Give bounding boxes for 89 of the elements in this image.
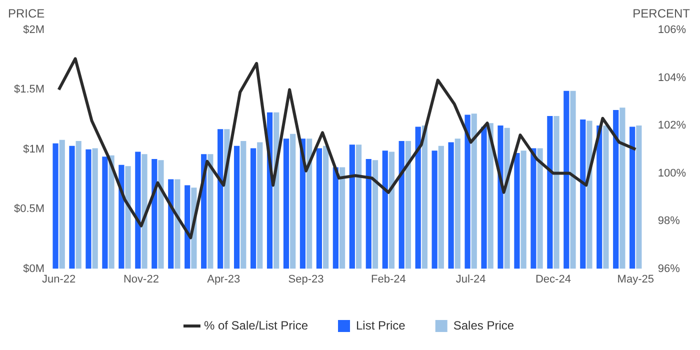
bar bbox=[208, 154, 214, 269]
bar bbox=[415, 126, 421, 269]
bar bbox=[92, 148, 98, 269]
bar bbox=[349, 144, 355, 269]
bar bbox=[184, 185, 190, 269]
bar bbox=[76, 141, 82, 269]
bar bbox=[580, 120, 586, 269]
bar bbox=[448, 142, 454, 269]
bar bbox=[69, 146, 75, 269]
bar bbox=[322, 146, 329, 269]
bar bbox=[454, 138, 460, 269]
bar bbox=[102, 156, 108, 269]
y-tick-label: $2M bbox=[23, 24, 45, 36]
bar bbox=[481, 126, 487, 269]
bar bbox=[432, 150, 438, 269]
bar bbox=[603, 126, 609, 269]
y2-tick-label: 104% bbox=[658, 72, 686, 84]
bar bbox=[283, 138, 290, 269]
bar bbox=[530, 148, 536, 269]
bar bbox=[250, 148, 256, 269]
bar bbox=[118, 164, 124, 269]
y2-tick-label: 98% bbox=[658, 215, 680, 228]
bar bbox=[586, 120, 592, 269]
bar bbox=[471, 114, 477, 269]
bar bbox=[306, 138, 312, 269]
y2-tick-label: 100% bbox=[658, 167, 686, 180]
bar bbox=[438, 146, 444, 269]
x-tick-label: Jul-24 bbox=[456, 273, 486, 286]
bar bbox=[422, 126, 428, 269]
bar bbox=[520, 150, 526, 269]
bar bbox=[620, 108, 626, 269]
bar bbox=[257, 142, 263, 269]
bar bbox=[234, 146, 240, 269]
bar bbox=[398, 141, 404, 269]
y-tick-label: $1M bbox=[23, 143, 45, 156]
bar bbox=[537, 148, 543, 269]
bar bbox=[135, 152, 141, 269]
bar bbox=[142, 154, 148, 269]
bar bbox=[86, 149, 92, 269]
bar bbox=[564, 90, 570, 269]
bar bbox=[613, 110, 619, 269]
x-tick-label: Dec-24 bbox=[535, 273, 571, 286]
bar bbox=[174, 179, 180, 269]
bar bbox=[59, 140, 65, 269]
bar bbox=[108, 155, 114, 269]
bar bbox=[464, 114, 470, 269]
bar bbox=[158, 160, 164, 269]
bar bbox=[388, 152, 395, 269]
y-tick-label: $1.5M bbox=[14, 84, 45, 96]
x-tick-label: May-25 bbox=[617, 273, 654, 286]
bar bbox=[382, 150, 388, 269]
bar bbox=[316, 148, 322, 269]
x-tick-label: Nov-22 bbox=[123, 273, 159, 286]
bar bbox=[504, 128, 510, 269]
bar bbox=[366, 158, 372, 269]
x-tick-label: Sep-23 bbox=[288, 273, 324, 286]
bar bbox=[356, 144, 362, 269]
bar bbox=[218, 129, 224, 269]
x-tick-label: Apr-23 bbox=[207, 273, 240, 286]
bar bbox=[630, 126, 636, 269]
y-tick-label: $0M bbox=[23, 262, 45, 275]
bar bbox=[596, 126, 602, 269]
bar bbox=[498, 126, 504, 269]
bar bbox=[332, 167, 338, 269]
bar bbox=[372, 160, 378, 269]
bar bbox=[290, 134, 296, 269]
bar bbox=[125, 166, 131, 269]
bar bbox=[240, 141, 246, 269]
bar bbox=[570, 90, 576, 269]
legend-label: Sales Price bbox=[453, 318, 514, 332]
bar bbox=[168, 179, 174, 269]
bar bbox=[152, 158, 158, 269]
bar bbox=[52, 143, 58, 269]
bar bbox=[547, 116, 553, 269]
legend-label: List Price bbox=[356, 318, 406, 332]
y2-tick-label: 106% bbox=[658, 24, 686, 36]
bar bbox=[405, 141, 411, 269]
y-axis-title: PRICE bbox=[8, 6, 45, 20]
bar bbox=[339, 167, 346, 269]
x-tick-label: Jun-22 bbox=[42, 273, 76, 286]
bar bbox=[554, 116, 560, 269]
bar bbox=[636, 126, 642, 269]
y-tick-label: $0.5M bbox=[14, 203, 45, 216]
legend-label: % of Sale/List Price bbox=[204, 318, 308, 332]
y2-tick-label: 102% bbox=[658, 120, 686, 132]
y2-tick-label: 96% bbox=[658, 262, 680, 275]
x-tick-label: Feb-24 bbox=[370, 273, 406, 286]
y2-axis-title: PERCENT bbox=[632, 6, 691, 20]
bar bbox=[514, 152, 520, 269]
